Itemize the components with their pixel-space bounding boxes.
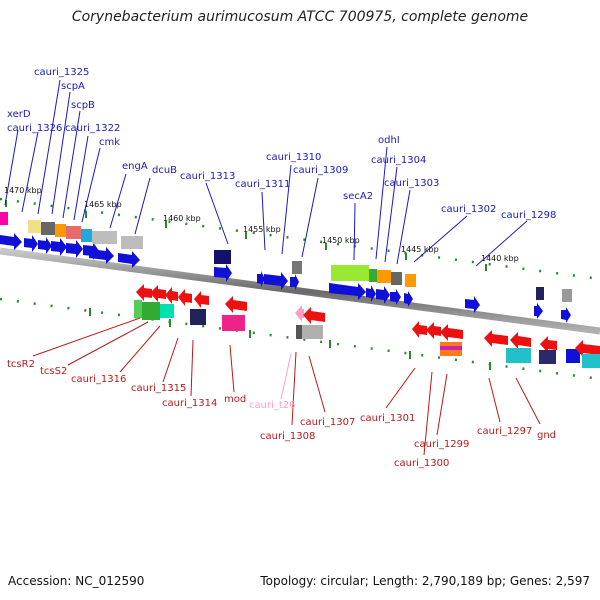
topology-text: Topology: circular; Length: 2,790,189 bp… — [260, 574, 590, 588]
gene-arrow[interactable] — [295, 305, 304, 322]
forward-scale-ticks — [0, 197, 600, 281]
forward-gene-labels: cauri_1325 scpA scpB xerD cauri_1326 cau… — [7, 67, 556, 221]
reverse-annotation-track — [134, 300, 600, 368]
gene-label[interactable]: mod — [224, 394, 246, 405]
gene-label[interactable]: cauri_1298 — [501, 210, 556, 221]
gene-arrow[interactable] — [51, 238, 67, 256]
gene-label[interactable]: dcuB — [152, 165, 177, 176]
gene-arrow[interactable] — [329, 283, 366, 300]
gene-arrow[interactable] — [150, 285, 166, 302]
gene-label[interactable]: cauri_1311 — [235, 179, 290, 190]
gene-arrow[interactable] — [118, 251, 140, 268]
kbp-label: 1445 kbp — [401, 245, 439, 254]
kbp-label: 1470 kbp — [4, 186, 42, 195]
kbp-label: 1440 kbp — [481, 254, 519, 263]
kbp-labels: 1470 kbp 1465 kbp 1460 kbp 1455 kbp 1450… — [4, 186, 519, 263]
gene-arrow[interactable] — [412, 321, 427, 338]
gene-label[interactable]: gnd — [537, 430, 556, 441]
gene-arrow[interactable] — [264, 272, 288, 290]
gene-arrow[interactable] — [165, 287, 178, 304]
forward-leader-lines — [4, 79, 528, 267]
gene-arrow[interactable] — [290, 274, 299, 290]
kbp-label: 1465 kbp — [84, 200, 122, 209]
gene-arrow[interactable] — [136, 284, 152, 301]
gene-arrow[interactable] — [303, 307, 325, 324]
gene-label[interactable]: scpB — [71, 100, 95, 111]
gene-arrow[interactable] — [38, 237, 52, 254]
gene-label[interactable]: cauri_1304 — [371, 155, 426, 166]
gene-label[interactable]: cauri_1308 — [260, 431, 315, 442]
kbp-label: 1460 kbp — [163, 214, 201, 223]
gene-arrow[interactable] — [225, 296, 247, 313]
kbp-label: 1450 kbp — [322, 236, 360, 245]
gene-arrow[interactable] — [540, 336, 557, 353]
genome-backbone — [0, 247, 600, 335]
gene-arrow[interactable] — [89, 247, 114, 264]
gene-label[interactable]: cauri_1315 — [131, 383, 186, 394]
gene-label[interactable]: cauri_1314 — [162, 398, 217, 409]
forward-annotation-track — [0, 212, 572, 302]
gene-label[interactable]: cauri_1313 — [180, 171, 235, 182]
gene-arrow[interactable] — [24, 235, 38, 252]
gene-arrow[interactable] — [0, 233, 22, 250]
gene-label[interactable]: secA2 — [343, 191, 373, 202]
gene-label[interactable]: cauri_1297 — [477, 426, 532, 437]
gene-label[interactable]: cauri_1326 — [7, 123, 62, 134]
gene-label[interactable]: tcsR2 — [7, 359, 35, 370]
gene-label[interactable]: odhI — [378, 135, 400, 146]
accession-text: Accession: NC_012590 — [8, 574, 145, 588]
gene-arrow[interactable] — [534, 303, 543, 319]
gene-arrow[interactable] — [194, 291, 209, 308]
gene-arrow[interactable] — [376, 286, 390, 304]
gene-arrow[interactable] — [440, 324, 463, 341]
gene-arrow[interactable] — [404, 291, 413, 307]
gene-label[interactable]: engA — [122, 161, 148, 172]
gene-label[interactable]: cmk — [99, 137, 120, 148]
gene-label[interactable]: cauri_1310 — [266, 152, 321, 163]
gene-label[interactable]: cauri_1307 — [300, 417, 355, 428]
gene-label[interactable]: cauri_1302 — [441, 204, 496, 215]
gene-arrow[interactable] — [178, 289, 192, 306]
gene-block[interactable] — [566, 349, 580, 363]
reverse-leader-lines — [32, 317, 541, 456]
gene-label[interactable]: cauri_1322 — [65, 123, 120, 134]
forward-gene-track — [0, 233, 580, 363]
gene-label[interactable]: cauri_1299 — [414, 439, 469, 450]
gene-arrow[interactable] — [66, 240, 83, 258]
gene-label[interactable]: cauri_1303 — [384, 178, 439, 189]
kbp-label: 1455 kbp — [243, 225, 281, 234]
reverse-gene-track — [136, 284, 600, 357]
gene-label[interactable]: scpA — [61, 81, 85, 92]
gene-arrow[interactable] — [390, 289, 401, 305]
gene-arrow[interactable] — [510, 332, 531, 349]
gene-label[interactable]: cauri_1301 — [360, 413, 415, 424]
gene-arrow[interactable] — [366, 285, 376, 302]
gene-label[interactable]: xerD — [7, 109, 31, 120]
reverse-gene-labels: tcsR2 tcsS2 cauri_1316 cauri_1315 cauri_… — [7, 359, 556, 469]
gene-label[interactable]: cauri_1325 — [34, 67, 89, 78]
gene-label[interactable]: cauri_1316 — [71, 374, 126, 385]
gene-arrow[interactable] — [257, 271, 265, 287]
gene-arrow[interactable] — [465, 296, 480, 313]
gene-arrow[interactable] — [426, 322, 441, 339]
map-title: Corynebacterium aurimucosum ATCC 700975,… — [71, 9, 529, 25]
gene-arrow[interactable] — [561, 307, 571, 323]
gene-label[interactable]: cauri_1309 — [293, 165, 348, 176]
gene-arrow[interactable] — [214, 264, 232, 282]
gene-label[interactable]: cauri_t26 — [249, 400, 296, 411]
gene-arrow[interactable] — [484, 330, 508, 347]
gene-arrow[interactable] — [575, 340, 600, 357]
gene-label[interactable]: tcsS2 — [40, 366, 67, 377]
gene-label[interactable]: cauri_1300 — [394, 458, 449, 469]
reverse-scale-ticks — [0, 297, 600, 381]
